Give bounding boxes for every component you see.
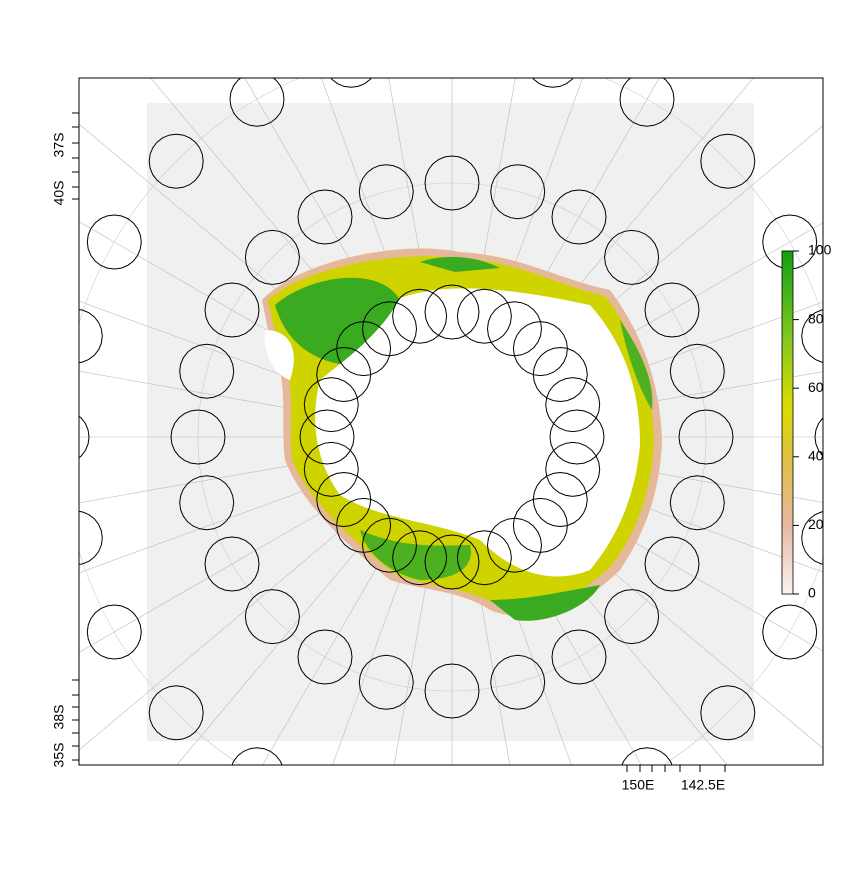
buffer-circle [621, 747, 673, 765]
buffer-circle [762, 604, 818, 660]
ice-patch [420, 256, 500, 272]
ice-free-interior [315, 288, 640, 577]
buffer-circle [669, 343, 725, 399]
colorbar-tick-label: 40 [808, 448, 824, 464]
buffer-circle [700, 133, 756, 189]
buffer-circle [526, 787, 580, 841]
colorbar-tick-label: 20 [808, 516, 824, 532]
buffer-circle [456, 288, 512, 344]
buffer-circle [148, 685, 204, 741]
colorbar-tick-label: 60 [808, 379, 824, 395]
buffer-circle [425, 800, 479, 854]
buffer-circle [324, 787, 378, 841]
buffer-circle [204, 536, 260, 592]
buffer-circle [424, 663, 480, 719]
buffer-circle [86, 214, 142, 270]
colorbar [782, 251, 793, 594]
colorbar-tick-label: 100 [808, 242, 832, 258]
colorbar-tick-label: 0 [808, 585, 816, 601]
buffer-circle [316, 346, 372, 403]
buffer-circle [604, 589, 660, 645]
ice-patch [360, 530, 471, 580]
buffer-circle [330, 78, 372, 88]
left-axis-label: 35S [51, 743, 67, 768]
parallel [197, 182, 707, 692]
buffer-circle [801, 511, 823, 565]
colorbar-frame [781, 250, 794, 595]
buffer-circle [486, 301, 543, 357]
buffer-circle [551, 629, 607, 685]
buffer-circle [299, 409, 355, 465]
buffer-circle [644, 282, 700, 338]
buffer-circle [604, 229, 660, 285]
bottom-axis-label: 150E [622, 777, 655, 793]
buffer-circle [79, 309, 103, 364]
buffer-circle [549, 409, 605, 465]
buffer-circle [424, 534, 480, 590]
ice-patch [620, 320, 653, 410]
buffer-circle [801, 309, 823, 363]
buffer-circle [303, 377, 359, 433]
buffer-circle [532, 346, 588, 403]
buffer-circle [425, 20, 479, 74]
buffer-circle [762, 214, 818, 270]
buffer-circle [551, 189, 607, 245]
buffer-circle [669, 475, 725, 531]
buffer-circle [490, 654, 546, 710]
buffer-circle [619, 78, 675, 127]
buffer-circle [678, 409, 734, 465]
buffer-circle [244, 589, 300, 645]
left-axis-label: 37S [51, 133, 67, 158]
buffer-circle [79, 510, 103, 565]
buffer-circles [79, 20, 823, 854]
ice-free-interior [264, 330, 294, 380]
buffer-circle [358, 164, 414, 220]
buffer-circle [358, 654, 414, 710]
left-axis-label: 40S [51, 181, 67, 206]
buffer-circle [392, 288, 448, 344]
buffer-circle [148, 133, 204, 189]
buffer-circle [700, 685, 756, 741]
axes: 37S 40S 38S 35S 150E 142.5E [51, 112, 726, 793]
buffer-circle [361, 301, 418, 357]
buffer-circle [170, 409, 226, 465]
left-axis-label: 38S [51, 705, 67, 730]
buffer-circle [297, 189, 353, 245]
buffer-circle [86, 604, 142, 660]
buffer-circle [490, 164, 546, 220]
buffer-circle [545, 377, 601, 433]
buffer-circle [179, 475, 235, 531]
buffer-circle [512, 321, 568, 377]
buffer-circle [644, 536, 700, 592]
buffer-circle [229, 78, 285, 127]
buffer-circle [244, 229, 300, 285]
buffer-circle [303, 441, 359, 497]
bottom-axis-label: 142.5E [681, 777, 725, 793]
buffer-circle [424, 155, 480, 211]
colorbar-tick-label: 80 [808, 310, 824, 326]
buffer-circle [231, 747, 283, 765]
buffer-circle [297, 629, 353, 685]
ice-patch [490, 585, 600, 621]
buffer-circle [361, 517, 418, 573]
buffer-circle [179, 343, 235, 399]
buffer-circle [336, 321, 392, 377]
buffer-circle [486, 517, 543, 573]
buffer-circle [456, 530, 512, 586]
buffer-circle [392, 530, 448, 586]
buffer-circle [512, 497, 568, 553]
buffer-circle [814, 417, 823, 457]
plot-frame [78, 77, 824, 766]
buffer-circle [204, 282, 260, 338]
buffer-circle [532, 78, 574, 88]
